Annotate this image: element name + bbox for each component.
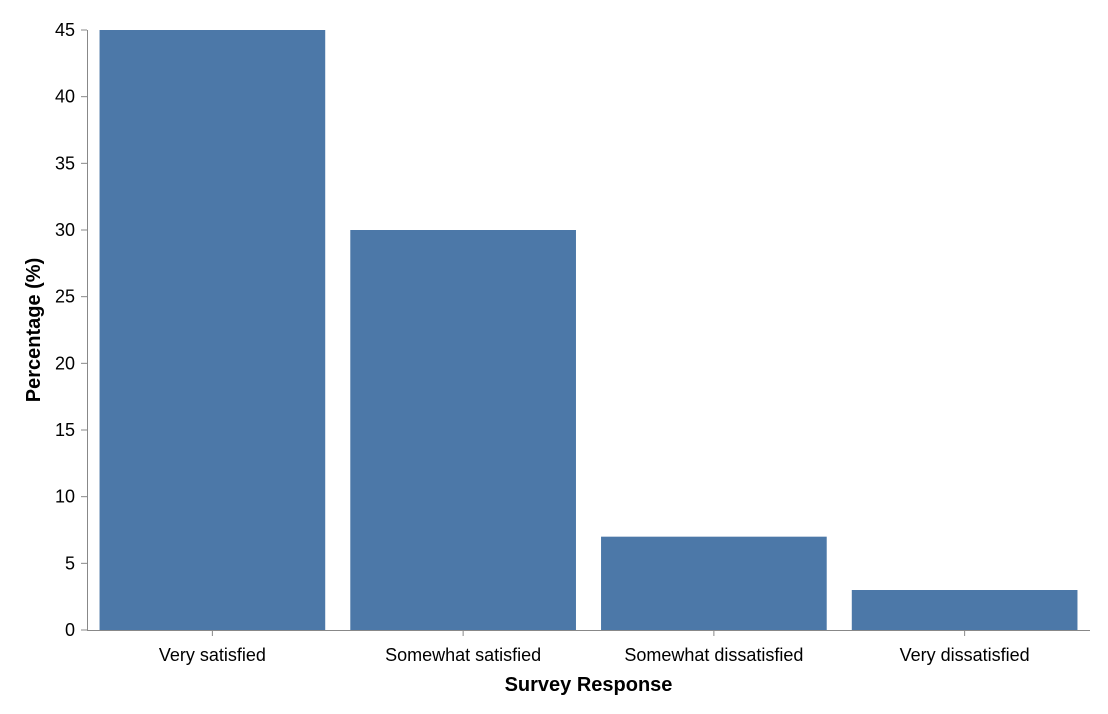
y-tick-label-5: 25: [55, 287, 75, 307]
bar-3: [851, 590, 1078, 630]
bar-0: [99, 30, 326, 630]
x-tick-label-0: Very satisfied: [159, 645, 266, 665]
y-tick-label-0: 0: [65, 620, 75, 640]
bar-1: [350, 230, 576, 630]
bars-layer: [99, 30, 1078, 630]
x-axis: Very satisfied Somewhat satisfied Somewhat…: [87, 630, 1090, 665]
x-tick-label-2: Somewhat dissatisfied: [624, 645, 803, 665]
y-tick-label-8: 40: [55, 87, 75, 107]
y-tick-label-1: 5: [65, 553, 75, 573]
bar-2: [601, 536, 827, 630]
y-tick-label-6: 30: [55, 220, 75, 240]
y-axis: 0 5 10 15 20 25 30 35 40 45: [55, 20, 88, 640]
y-axis-title: Percentage (%): [23, 258, 45, 403]
y-tick-label-2: 10: [55, 487, 75, 507]
y-tick-label-3: 15: [55, 420, 75, 440]
y-tick-label-4: 20: [55, 353, 75, 373]
x-axis-title: Survey Response: [505, 674, 673, 696]
y-tick-label-9: 45: [55, 20, 75, 40]
x-tick-label-3: Very dissatisfied: [900, 645, 1030, 665]
y-tick-label-7: 35: [55, 153, 75, 173]
x-tick-label-1: Somewhat satisfied: [385, 645, 541, 665]
